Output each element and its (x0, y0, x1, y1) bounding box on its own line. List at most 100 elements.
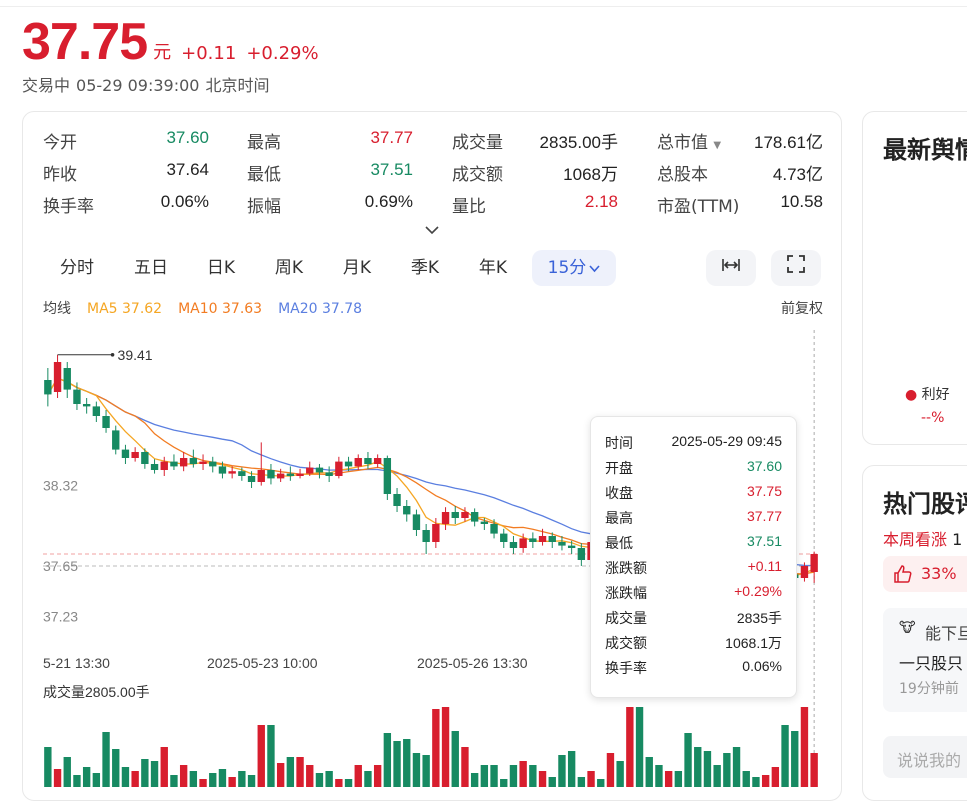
comment-input-placeholder: 说说我的 (897, 751, 962, 770)
volume-bar (558, 755, 566, 787)
candle-body (131, 452, 139, 458)
volume-bar (296, 757, 304, 787)
tab-intraday[interactable]: 分时 (60, 258, 94, 278)
ma20-value: MA20 37.78 (278, 301, 363, 317)
volume-bar (141, 759, 149, 787)
tab-15min[interactable]: 15分 (532, 250, 616, 286)
candle-body (393, 494, 401, 506)
candle-body (490, 524, 498, 534)
tooltip-value: 37.60 (746, 458, 782, 474)
volume-bar (112, 749, 120, 787)
stat-prev-close: 昨收 37.64 (43, 160, 209, 185)
tooltip-value: +0.11 (747, 558, 782, 574)
volume-bar (490, 765, 498, 787)
volume-bar (179, 765, 188, 787)
comment-card[interactable]: 🐮 能下旦 一只股只 19分钟前 (883, 608, 967, 712)
candle-body (403, 506, 411, 515)
tooltip-value: 2835手 (736, 610, 782, 626)
fullscreen-button[interactable] (771, 250, 821, 286)
tooltip-key: 收盘 (605, 486, 633, 502)
like-button[interactable]: 33% (883, 556, 967, 592)
hot-comments-panel: 热门股评 本周看涨 1 33% 🐮 能下旦 一只股只 19分钟前 说说我的 (862, 465, 967, 801)
tab-5day[interactable]: 五日 (134, 258, 168, 278)
thumbs-up-icon (893, 564, 913, 588)
volume-bar (44, 747, 52, 787)
tab-weekly-k[interactable]: 周K (274, 258, 304, 278)
candle-body (335, 461, 343, 476)
ma10-value: MA10 37.63 (178, 301, 263, 317)
tab-monthly-k[interactable]: 月K (342, 258, 372, 278)
volume-bar (354, 765, 362, 787)
volume-bar (674, 771, 683, 787)
volume-bar (664, 771, 673, 787)
price-unit: 元 (153, 42, 172, 63)
stat-low: 最低 37.51 (247, 160, 413, 185)
volume-bar (102, 732, 110, 787)
fit-width-icon (721, 258, 741, 277)
volume-bar (160, 747, 168, 787)
volume-bar (422, 755, 430, 787)
volume-bar (209, 773, 217, 787)
tooltip-value: 37.77 (746, 508, 782, 524)
fit-width-button[interactable] (706, 250, 756, 286)
ma-legend: 均线 MA5 37.62 MA10 37.63 MA20 37.78 (43, 298, 378, 318)
volume-bar (470, 773, 479, 787)
volume-bar (800, 707, 809, 787)
trade-status: 交易中 05-29 09:39:00 北京时间 (22, 72, 275, 96)
candle-body (141, 452, 149, 464)
y-tick-label: 37.65 (43, 558, 78, 574)
stat-open: 今开 37.60 (43, 128, 209, 153)
volume-bar (344, 779, 353, 787)
volume-bar (257, 725, 265, 787)
tooltip-value: 37.51 (746, 533, 782, 549)
ma-legend-label: 均线 (43, 301, 71, 317)
volume-bar (199, 779, 207, 787)
week-bullish: 本周看涨 1 (883, 530, 963, 549)
candle-body (257, 470, 265, 482)
quote-timezone: 北京时间 (205, 76, 270, 95)
tooltip-row: 最低 37.51 (605, 533, 782, 553)
comment-time: 19分钟前 (899, 681, 959, 697)
volume-bar (412, 753, 421, 787)
tab-yearly-k[interactable]: 年K (478, 258, 508, 278)
stat-market-cap[interactable]: 总市值 ▼ 178.61亿 (657, 133, 823, 153)
comment-input[interactable]: 说说我的 (883, 736, 967, 778)
adjust-selector[interactable]: 前复权 (781, 301, 823, 317)
fullscreen-icon (787, 255, 805, 277)
volume-label: 成交量2805.00手 (43, 684, 150, 700)
volume-bar (267, 725, 275, 787)
comment-author: 能下旦 (925, 624, 967, 643)
candle-body (364, 458, 372, 464)
candle-body (441, 512, 450, 524)
tab-daily-k[interactable]: 日K (206, 258, 236, 278)
tooltip-row: 涨跌额 +0.11 (605, 558, 782, 578)
volume-bar (276, 763, 285, 787)
expand-chevron-icon[interactable] (425, 223, 439, 239)
candle-body (810, 554, 818, 572)
volume-bar (703, 751, 712, 787)
stat-pe: 市盈(TTM) 10.58 (657, 192, 823, 217)
volume-bar (761, 775, 770, 787)
candle-body (548, 536, 556, 542)
candle-body (150, 464, 159, 470)
volume-bar (73, 775, 81, 787)
candle-body (344, 461, 353, 467)
candle-body (461, 512, 469, 518)
candle-body (228, 471, 236, 474)
volume-bar (645, 757, 653, 787)
volume-bar (364, 771, 372, 787)
y-tick-label: 38.32 (43, 478, 78, 494)
volume-bar (635, 707, 644, 787)
volume-bar (238, 771, 246, 787)
volume-bar (519, 761, 527, 787)
candle-body (538, 536, 547, 542)
tooltip-key: 最高 (605, 511, 633, 527)
volume-bar (810, 753, 818, 787)
candle-body (267, 470, 275, 479)
volume-bar (577, 777, 586, 787)
volume-bar (92, 773, 101, 787)
volume-bar (548, 777, 556, 787)
candle-body (112, 430, 120, 450)
candle-body (102, 416, 110, 428)
tab-quarterly-k[interactable]: 季K (410, 258, 440, 278)
